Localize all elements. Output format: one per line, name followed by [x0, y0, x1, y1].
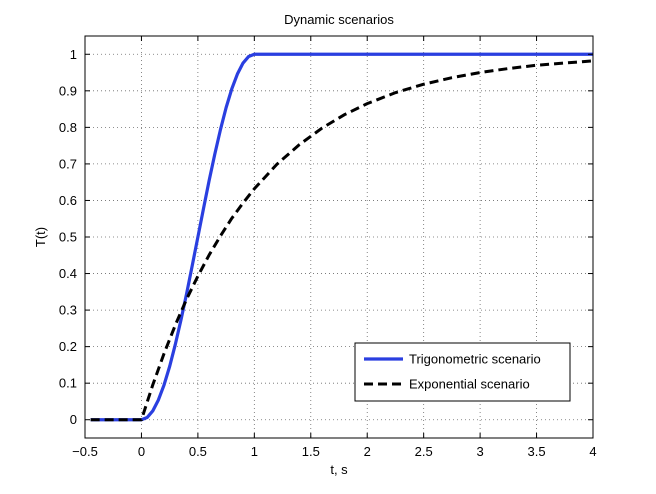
legend-label: Trigonometric scenario: [409, 352, 541, 367]
axis-ticks: −0.5 0 0.5 1 1.5 2 2.5 3 3.5 4 0 0.1 0.2 0.3 0.4 0.5 0.6…: [59, 36, 597, 459]
x-tick-label: 0.5: [189, 444, 207, 459]
y-tick-label: 0.4: [59, 266, 77, 281]
x-tick-label: 2.5: [415, 444, 433, 459]
x-tick-label: 3.5: [528, 444, 546, 459]
x-tick-label: 3: [476, 444, 483, 459]
x-tick-label: 4: [589, 444, 596, 459]
x-tick-label: 2: [364, 444, 371, 459]
y-tick-label: 0.8: [59, 120, 77, 135]
y-tick-label: 0: [70, 412, 77, 427]
y-tick-label: 0.1: [59, 376, 77, 391]
y-tick-label: 0.5: [59, 230, 77, 245]
y-axis-label: T(t): [33, 227, 48, 247]
series-line-exponential: [90, 59, 594, 422]
y-tick-label: 0.7: [59, 156, 77, 171]
legend: Trigonometric scenario Exponential scenar…: [354, 342, 571, 402]
x-tick-label: 0: [138, 444, 145, 459]
legend-label: Exponential scenario: [409, 377, 530, 392]
series-line-trigonometric: [90, 52, 593, 422]
x-tick-label: 1: [251, 444, 258, 459]
x-tick-label: −0.5: [72, 444, 98, 459]
y-tick-label: 1: [70, 47, 77, 62]
y-tick-label: 0.2: [59, 339, 77, 354]
chart-title: Dynamic scenarios: [284, 12, 394, 27]
y-tick-label: 0.3: [59, 303, 77, 318]
legend-box: [354, 342, 571, 402]
series-lines: [90, 52, 594, 422]
x-axis-label: t, s: [330, 462, 348, 477]
x-tick-label: 1.5: [302, 444, 320, 459]
y-tick-label: 0.9: [59, 83, 77, 98]
y-tick-label: 0.6: [59, 193, 77, 208]
